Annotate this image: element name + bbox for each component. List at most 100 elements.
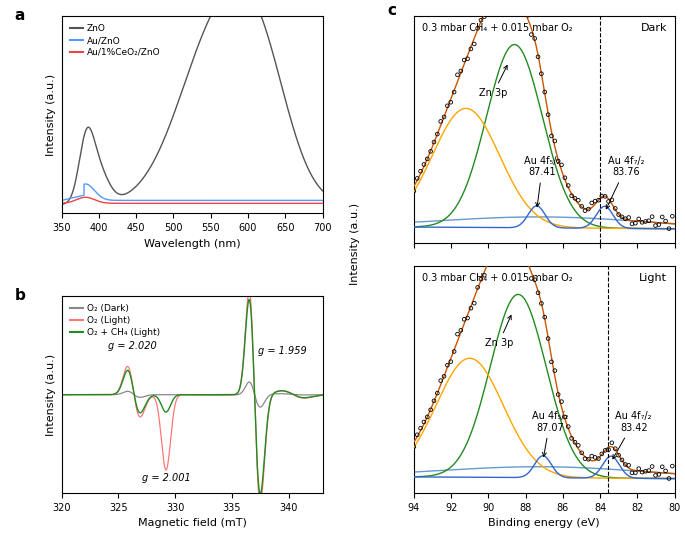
Point — [633, 215, 644, 223]
Au/1%CeO₂/ZnO — [319, 200, 327, 207]
Text: 0.3 mbar CH₄ + 0.015 mbar O₂: 0.3 mbar CH₄ + 0.015 mbar O₂ — [422, 23, 572, 33]
Point — [573, 196, 584, 204]
Point — [580, 454, 590, 463]
Point — [435, 376, 446, 385]
Point — [459, 56, 470, 64]
Point — [647, 212, 658, 221]
Point — [429, 138, 440, 146]
Au/ZnO — [263, 197, 271, 204]
Point — [502, 231, 513, 240]
Point — [512, 229, 523, 237]
O₂ (Dark) — [58, 391, 66, 398]
Point — [543, 334, 553, 343]
Point — [606, 196, 617, 204]
Point — [610, 444, 621, 453]
O₂ (Dark) — [256, 404, 264, 410]
Point — [425, 405, 436, 414]
O₂ + CH₄ (Light) — [286, 389, 294, 396]
Point — [627, 220, 638, 228]
Au/ZnO — [319, 197, 327, 204]
Text: g = 2.020: g = 2.020 — [108, 341, 156, 351]
O₂ + CH₄ (Light) — [103, 391, 111, 398]
Point — [519, 248, 530, 257]
Point — [650, 221, 661, 230]
Point — [569, 438, 580, 447]
Point — [553, 390, 564, 399]
Point — [422, 154, 433, 163]
Point — [456, 326, 466, 334]
Point — [479, 12, 490, 21]
O₂ (Light) — [169, 415, 177, 421]
Point — [660, 217, 671, 225]
Point — [526, 30, 537, 39]
Au/ZnO — [184, 197, 192, 204]
Point — [415, 424, 426, 433]
Point — [627, 468, 638, 477]
Point — [620, 460, 631, 469]
Au/ZnO — [311, 197, 319, 204]
Text: Au 4f₇/₂
83.42: Au 4f₇/₂ 83.42 — [613, 411, 652, 459]
Point — [593, 196, 604, 204]
Point — [516, 0, 527, 9]
O₂ + CH₄ (Light) — [256, 491, 264, 497]
Point — [586, 452, 597, 461]
Point — [408, 187, 419, 196]
O₂ (Light) — [87, 391, 95, 398]
Line: Au/ZnO: Au/ZnO — [62, 184, 323, 201]
Point — [664, 474, 675, 483]
Point — [469, 299, 479, 307]
Point — [482, 0, 493, 3]
Point — [419, 418, 429, 427]
Point — [530, 275, 540, 284]
Point — [643, 466, 654, 475]
Point — [590, 453, 601, 462]
Point — [560, 173, 571, 182]
X-axis label: Binding energy (eV): Binding energy (eV) — [488, 519, 600, 528]
Legend: O₂ (Dark), O₂ (Light), O₂ + CH₄ (Light): O₂ (Dark), O₂ (Light), O₂ + CH₄ (Light) — [66, 301, 164, 340]
O₂ (Dark) — [286, 391, 294, 397]
Text: 0.3 mbar CH₄ + 0.015 mbar O₂: 0.3 mbar CH₄ + 0.015 mbar O₂ — [422, 273, 572, 283]
Point — [576, 202, 587, 211]
Point — [633, 464, 644, 473]
Text: Light: Light — [639, 273, 667, 283]
Au/1%CeO₂/ZnO — [185, 200, 193, 207]
Point — [536, 69, 547, 78]
Point — [549, 137, 560, 145]
Point — [445, 98, 456, 107]
Point — [667, 212, 677, 221]
Line: ZnO: ZnO — [62, 0, 323, 204]
Au/1%CeO₂/ZnO — [71, 197, 79, 204]
Point — [630, 219, 641, 228]
O₂ (Light) — [319, 392, 327, 398]
Point — [593, 454, 604, 463]
Point — [526, 274, 537, 283]
Point — [636, 218, 647, 227]
Point — [499, 226, 510, 235]
Point — [613, 210, 624, 219]
Point — [623, 461, 634, 469]
Point — [523, 11, 534, 20]
Point — [465, 44, 476, 53]
Point — [606, 438, 617, 447]
O₂ (Dark) — [245, 379, 253, 385]
Point — [580, 207, 590, 215]
Point — [462, 314, 473, 322]
Point — [546, 132, 557, 140]
Point — [475, 16, 486, 24]
Point — [496, 234, 507, 242]
Text: Zn 3p: Zn 3p — [479, 66, 508, 98]
Point — [419, 160, 429, 169]
Point — [664, 224, 675, 233]
O₂ + CH₄ (Light) — [245, 296, 253, 303]
O₂ + CH₄ (Light) — [314, 392, 322, 399]
Text: c: c — [388, 3, 397, 18]
Point — [556, 397, 567, 406]
Point — [445, 357, 456, 366]
Point — [613, 451, 624, 460]
Point — [412, 430, 423, 439]
Point — [486, 0, 497, 5]
Au/1%CeO₂/ZnO — [263, 200, 271, 207]
Point — [479, 271, 490, 280]
Text: Dark: Dark — [640, 23, 667, 33]
Text: b: b — [14, 288, 25, 303]
